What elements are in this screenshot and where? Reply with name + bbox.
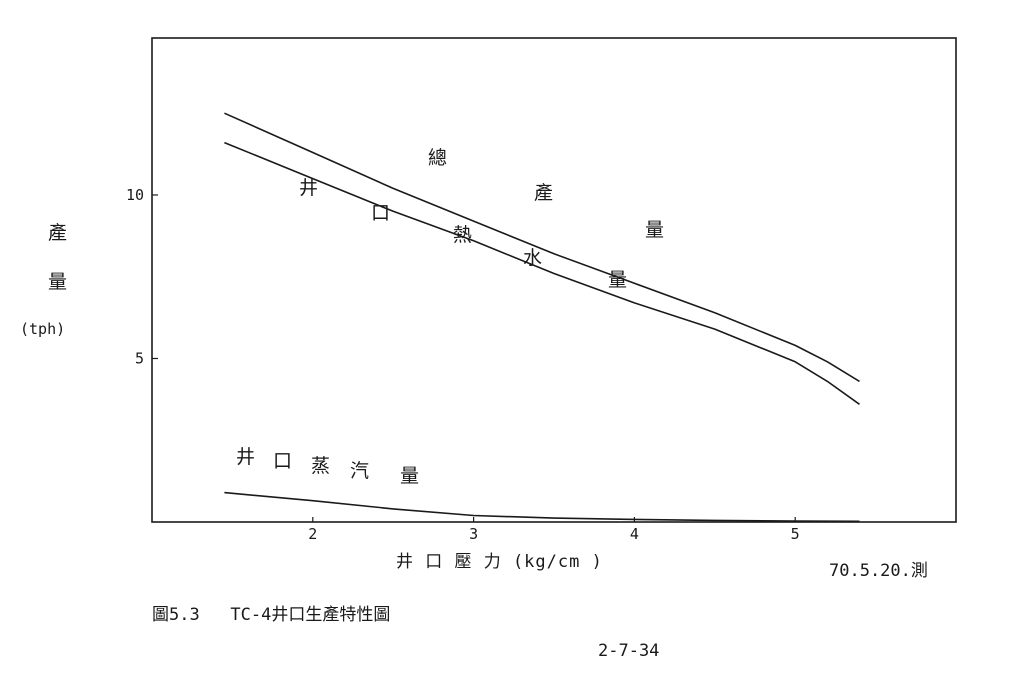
- steam-label-char: 井: [236, 446, 255, 468]
- y-axis-label-part: 量: [48, 271, 67, 293]
- hot-water-label-char: 量: [608, 269, 627, 291]
- hot-water-line: [224, 141, 860, 405]
- figure-caption: 圖5.3 TC-4井口生產特性圖: [152, 605, 391, 625]
- x-tick-label: 3: [469, 525, 478, 543]
- steam-label-char: 汽: [350, 460, 369, 482]
- date-note: 70.5.20.測: [829, 561, 928, 581]
- y-axis-label-part: 產: [48, 222, 67, 244]
- page-number: 2-7-34: [598, 641, 660, 661]
- y-axis-label-part: (tph): [20, 320, 65, 338]
- steam-label-char: 蒸: [311, 455, 330, 477]
- hot-water-label-char: 熱: [453, 224, 472, 246]
- y-axis-label: 產 量 (tph): [20, 222, 67, 338]
- y-tick-label: 10: [126, 186, 144, 204]
- total-flow-line: [224, 112, 860, 383]
- total-label-char: 總: [428, 147, 447, 169]
- hot-water-label: 井 口 熱 水 量: [299, 177, 627, 291]
- x-tick-label: 5: [791, 525, 800, 543]
- plot-frame: [151, 37, 957, 523]
- hot-water-label-char: 井: [299, 177, 318, 199]
- total-flow-label: 總 產 量: [428, 147, 664, 241]
- steam-label: 井 口 蒸 汽 量: [236, 446, 419, 487]
- x-axis-label: 井 口 壓 力 (kg/cm ): [396, 552, 603, 572]
- x-tick-label: 2: [308, 525, 317, 543]
- steam-label-char: 量: [400, 465, 419, 487]
- hot-water-label-char: 水: [523, 247, 542, 269]
- y-tick-label: 5: [135, 349, 144, 367]
- total-label-char: 量: [645, 219, 664, 241]
- steam-line: [224, 491, 860, 523]
- x-tick-label: 4: [630, 525, 639, 543]
- steam-label-char: 口: [273, 450, 292, 472]
- hot-water-label-char: 口: [371, 202, 390, 224]
- total-label-char: 產: [534, 182, 553, 204]
